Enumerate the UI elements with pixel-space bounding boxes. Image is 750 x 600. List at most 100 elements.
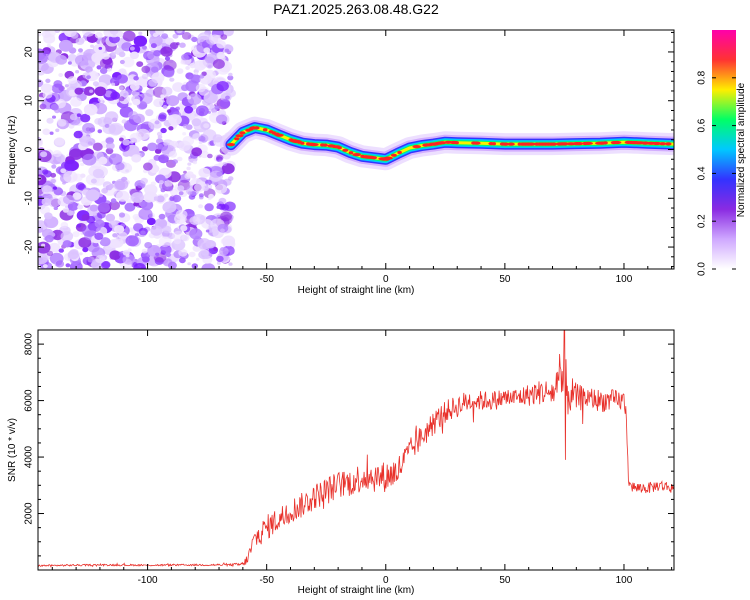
noise-speckle — [100, 67, 108, 74]
noise-speckle — [205, 183, 210, 187]
noise-speckle — [86, 75, 91, 79]
frequency-trace-peak — [652, 141, 662, 146]
noise-speckle — [144, 184, 158, 196]
noise-speckle — [198, 140, 203, 145]
noise-speckle — [189, 216, 200, 225]
noise-speckle — [163, 68, 175, 78]
spectrogram-x-label: Height of straight line (km) — [298, 285, 415, 296]
frequency-trace-peak — [370, 156, 377, 160]
snr-y-axis: 2000 4000 6000 8000 — [24, 329, 674, 557]
noise-speckle — [141, 65, 151, 74]
noise-speckle — [162, 105, 168, 109]
noise-speckle — [207, 227, 219, 237]
noise-speckle — [133, 35, 148, 47]
noise-speckle — [75, 70, 80, 74]
noise-speckle — [194, 72, 199, 75]
noise-speckle — [176, 156, 183, 162]
noise-speckle — [163, 59, 177, 71]
noise-speckle — [40, 151, 48, 158]
noise-speckle — [94, 32, 103, 39]
frequency-trace-peak — [348, 151, 354, 155]
noise-speckle — [89, 89, 94, 93]
noise-speckle — [219, 99, 231, 109]
noise-speckle — [143, 162, 153, 171]
noise-speckle — [161, 33, 169, 39]
noise-speckle — [113, 225, 125, 234]
noise-speckle — [201, 263, 216, 269]
noise-speckle — [159, 180, 164, 185]
frequency-trace-peak — [308, 143, 319, 147]
frequency-trace-peak — [235, 134, 244, 138]
frequency-trace-peak — [253, 126, 260, 130]
noise-speckle — [163, 141, 169, 146]
noise-speckle — [48, 242, 61, 253]
noise-speckle — [48, 197, 61, 208]
noise-speckle — [227, 75, 234, 81]
noise-speckle — [203, 69, 216, 81]
noise-speckle — [60, 221, 69, 229]
noise-speckle — [203, 47, 211, 54]
noise-speckle — [158, 112, 167, 120]
x-tick-label: 50 — [499, 575, 511, 586]
noise-speckle — [81, 214, 90, 221]
noise-speckle — [129, 46, 135, 51]
noise-speckle — [228, 262, 233, 266]
noise-speckle — [72, 192, 82, 200]
y-tick-label: 4000 — [24, 445, 35, 468]
noise-speckle — [49, 131, 54, 135]
noise-speckle — [205, 240, 216, 249]
y-tick-label: 10 — [24, 95, 35, 107]
noise-speckle — [198, 250, 209, 260]
frequency-trace-peak — [412, 145, 422, 149]
noise-speckle — [225, 88, 236, 98]
frequency-trace-peak — [322, 143, 328, 147]
noise-speckle — [158, 213, 166, 220]
noise-speckle — [55, 128, 60, 133]
noise-speckle — [78, 252, 83, 256]
noise-speckle — [159, 244, 172, 255]
snr-x-label: Height of straight line (km) — [298, 585, 415, 596]
noise-speckle — [215, 183, 228, 194]
noise-speckle — [106, 142, 115, 150]
noise-speckle — [54, 30, 60, 33]
noise-speckle — [90, 178, 97, 184]
colorbar-label: Normalized spectral amplitude — [736, 82, 747, 217]
noise-speckle — [38, 61, 49, 72]
noise-speckle — [138, 31, 143, 35]
noise-speckle — [38, 31, 42, 37]
noise-speckle — [164, 56, 171, 61]
frequency-trace-peak — [275, 133, 284, 137]
noise-speckle — [158, 236, 172, 247]
noise-speckle — [92, 142, 103, 151]
noise-speckle — [55, 54, 68, 65]
noise-speckle — [162, 258, 173, 267]
noise-speckle — [157, 135, 163, 139]
noise-speckle — [119, 59, 125, 65]
noise-speckle — [160, 46, 173, 57]
noise-speckle — [221, 204, 230, 211]
noise-speckle — [212, 134, 223, 143]
noise-speckle — [141, 248, 148, 254]
noise-speckle — [46, 250, 54, 257]
noise-speckle — [99, 237, 111, 247]
noise-speckle — [176, 30, 183, 34]
noise-speckle — [220, 34, 228, 40]
noise-speckle — [100, 229, 106, 235]
x-tick-label: -100 — [138, 575, 158, 586]
noise-speckle — [179, 257, 186, 264]
colorbar-tick-label: 0.2 — [697, 214, 708, 228]
noise-speckle — [121, 56, 135, 68]
noise-speckle — [90, 44, 94, 48]
frequency-trace-peak — [550, 142, 558, 146]
noise-speckle — [146, 217, 156, 226]
colorbar-scale — [712, 30, 736, 269]
noise-speckle — [121, 119, 127, 124]
noise-speckle — [220, 228, 225, 233]
frequency-trace-peak — [300, 141, 305, 145]
noise-speckle — [141, 73, 149, 80]
noise-speckle — [207, 197, 212, 200]
noise-speckle — [131, 192, 144, 203]
noise-speckle — [69, 113, 78, 121]
noise-speckle — [76, 113, 82, 117]
